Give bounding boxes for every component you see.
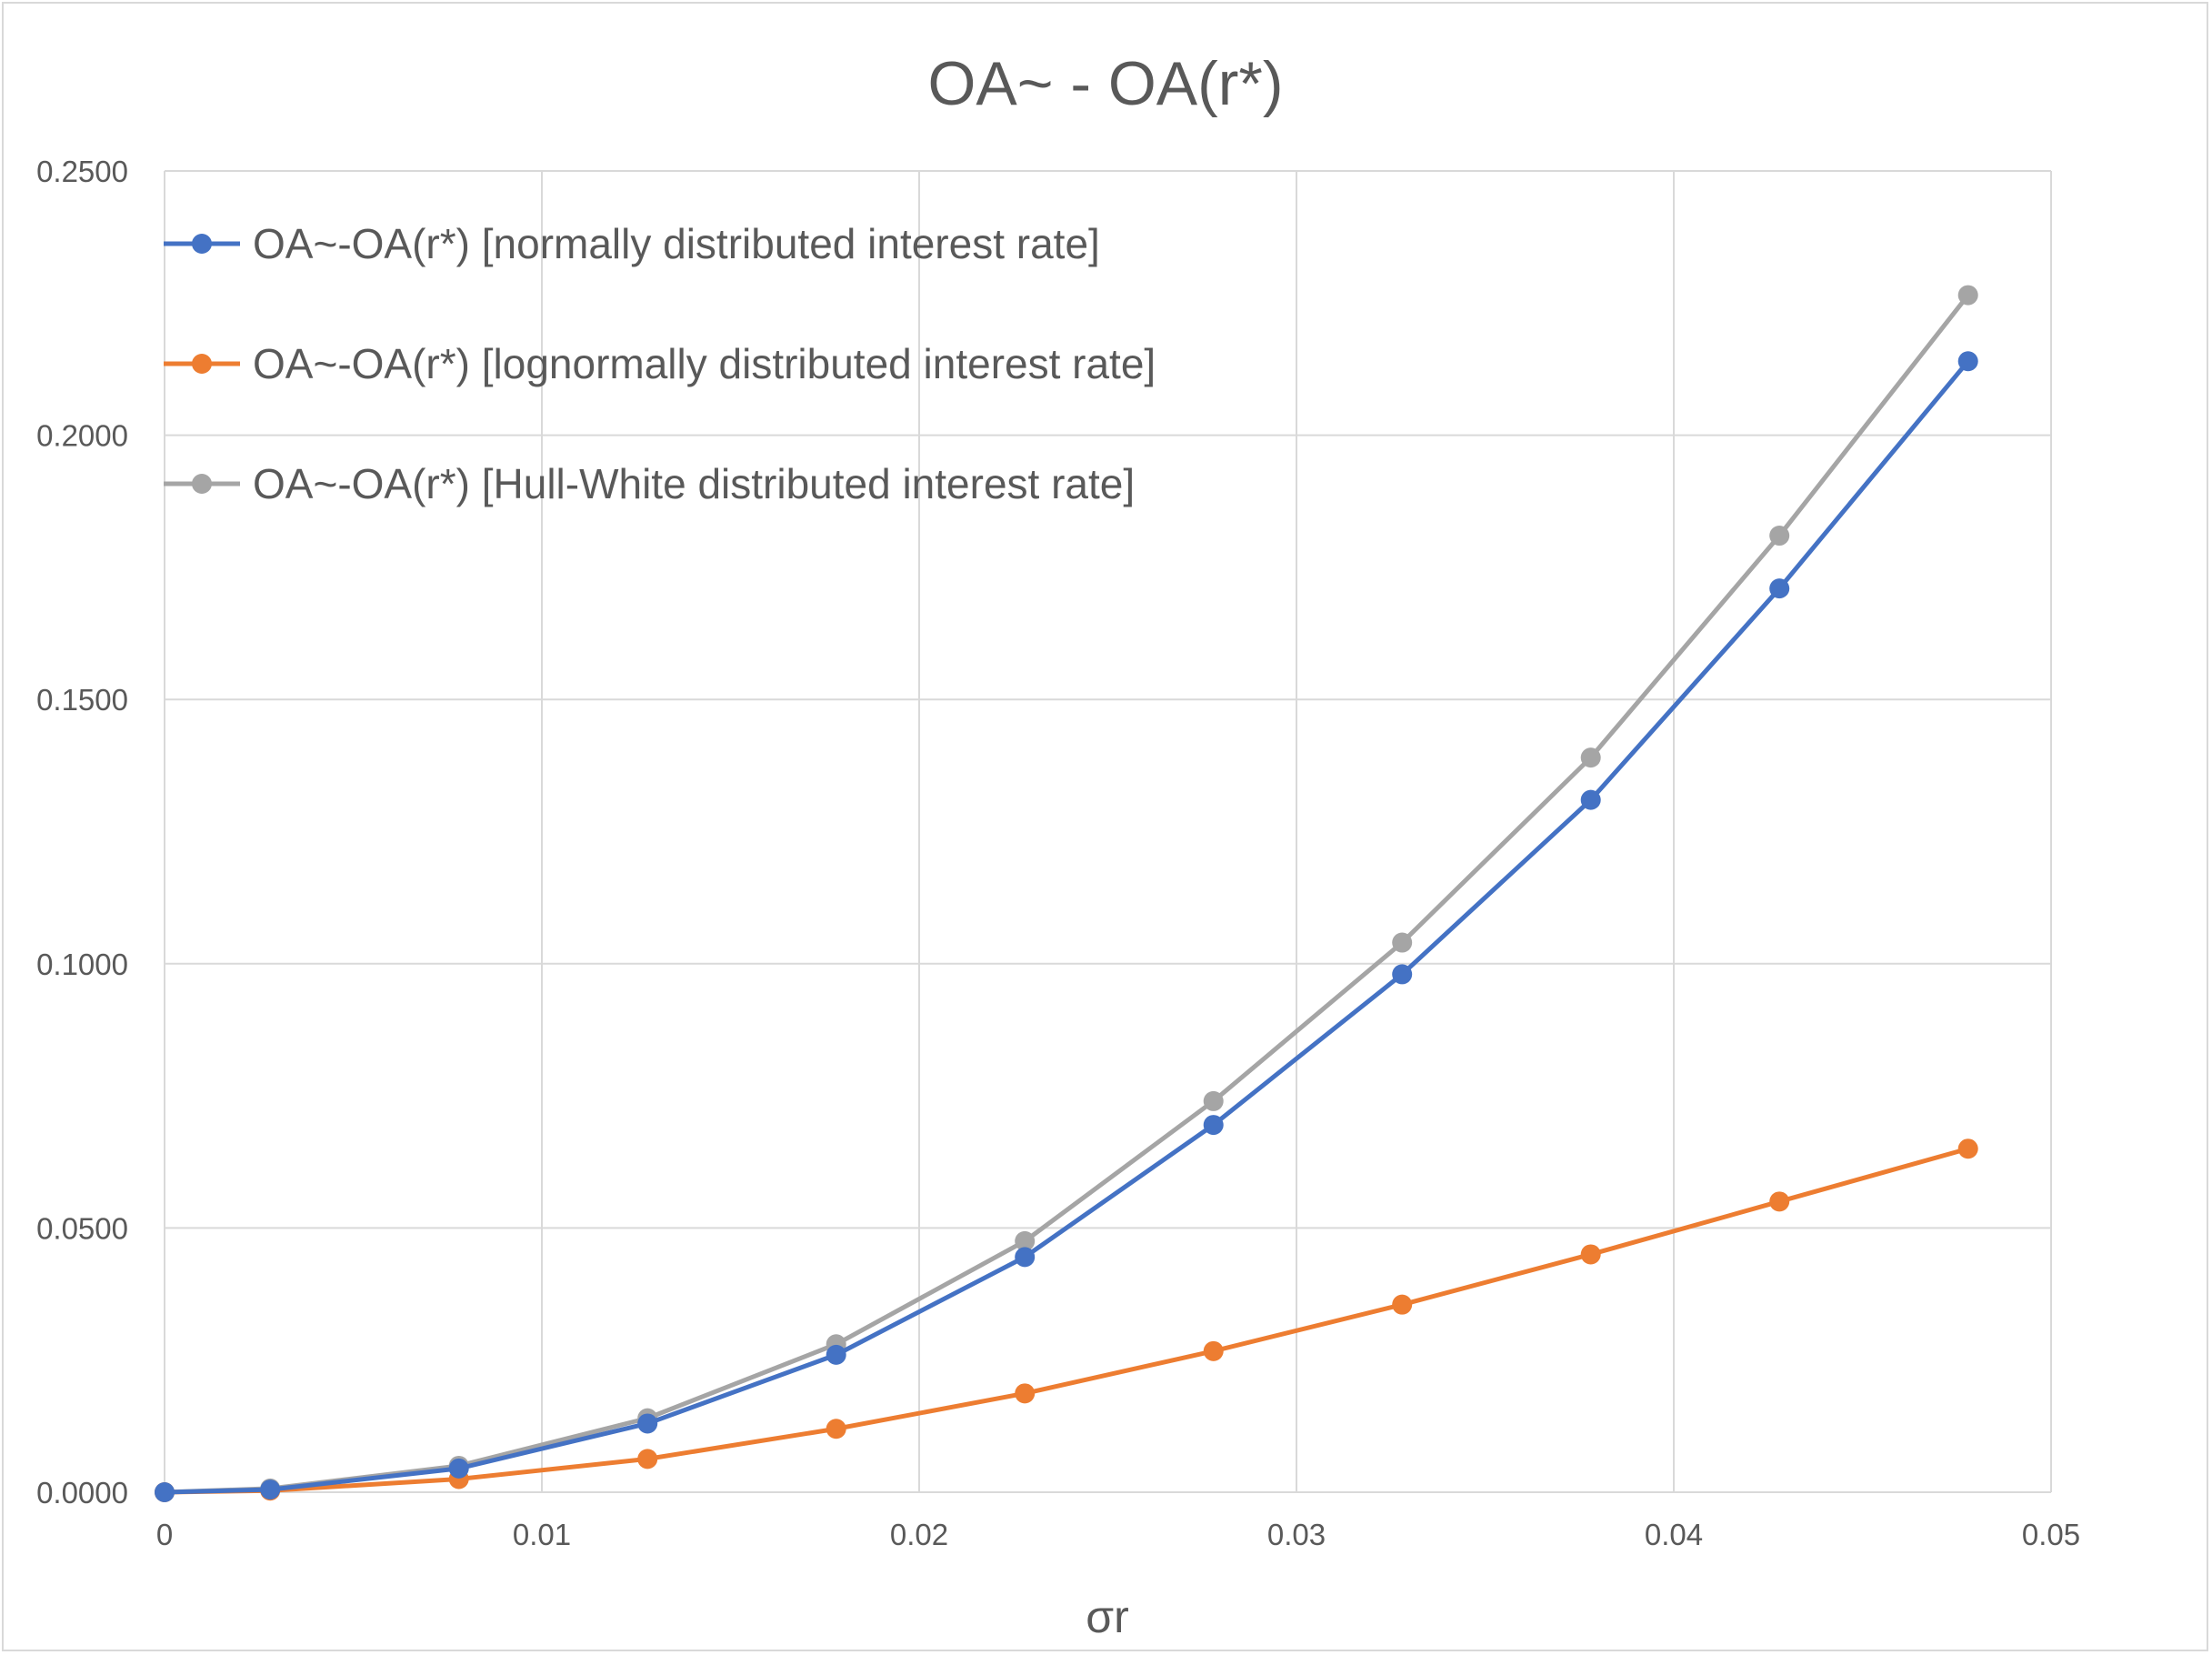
- legend-marker: [192, 234, 212, 254]
- data-point: [448, 1458, 469, 1479]
- chart-title: OA~ - OA(r*): [927, 49, 1283, 118]
- data-point: [1769, 1191, 1790, 1212]
- y-tick-label: 0.1000: [36, 948, 128, 981]
- x-axis-title: σr: [1086, 1591, 1129, 1642]
- data-point: [1580, 747, 1601, 768]
- legend-item: OA~-OA(r*) [Hull-White distributed inter…: [164, 460, 1135, 507]
- legend-label: OA~-OA(r*) [normally distributed interes…: [253, 220, 1100, 267]
- data-point: [260, 1479, 281, 1500]
- data-point: [1015, 1230, 1036, 1251]
- y-tick-label: 0.1500: [36, 683, 128, 717]
- data-point: [1392, 1294, 1413, 1315]
- x-tick-label: 0.05: [2022, 1518, 2080, 1551]
- x-tick-label: 0: [156, 1518, 173, 1551]
- data-point: [1392, 932, 1413, 953]
- data-point: [1957, 1138, 1978, 1159]
- y-axis-tick-labels: 0.0000 0.0500 0.1000 0.1500 0.2000 0.2500: [36, 155, 128, 1510]
- data-point: [1957, 285, 1978, 306]
- data-point: [1015, 1383, 1036, 1404]
- data-point: [1580, 1244, 1601, 1265]
- x-axis-tick-labels: 0 0.01 0.02 0.03 0.04 0.05: [156, 1518, 2080, 1551]
- gridlines: [164, 170, 2052, 1493]
- x-tick-label: 0.03: [1267, 1518, 1326, 1551]
- data-point: [826, 1419, 846, 1439]
- legend: OA~-OA(r*) [normally distributed interes…: [164, 220, 1156, 507]
- legend-item: OA~-OA(r*) [lognormally distributed inte…: [164, 340, 1156, 387]
- series-line: [162, 1146, 1971, 1495]
- data-point: [1203, 1115, 1224, 1136]
- y-tick-label: 0.0000: [36, 1476, 128, 1510]
- data-point: [1015, 1247, 1036, 1268]
- series-1: [155, 1138, 1978, 1502]
- data-point: [1203, 1090, 1224, 1111]
- data-point: [1580, 789, 1601, 810]
- series-line: [162, 358, 1971, 1495]
- series-lines: [155, 285, 1978, 1502]
- y-tick-label: 0.2000: [36, 419, 128, 453]
- legend-item: OA~-OA(r*) [normally distributed interes…: [164, 220, 1100, 267]
- data-point: [826, 1344, 846, 1365]
- legend-label: OA~-OA(r*) [Hull-White distributed inter…: [253, 460, 1135, 507]
- x-tick-label: 0.04: [1645, 1518, 1703, 1551]
- legend-label: OA~-OA(r*) [lognormally distributed inte…: [253, 340, 1156, 387]
- data-point: [637, 1449, 658, 1469]
- data-point: [1769, 578, 1790, 599]
- y-tick-label: 0.2500: [36, 155, 128, 188]
- legend-marker: [192, 354, 212, 374]
- x-tick-label: 0.01: [513, 1518, 571, 1551]
- data-point: [1769, 526, 1790, 547]
- x-tick-label: 0.02: [890, 1518, 948, 1551]
- data-point: [637, 1413, 658, 1434]
- data-point: [1203, 1340, 1224, 1361]
- series-0: [155, 351, 1978, 1502]
- y-tick-label: 0.0500: [36, 1211, 128, 1245]
- data-point: [1392, 964, 1413, 985]
- legend-marker: [192, 474, 212, 494]
- data-point: [1957, 351, 1978, 372]
- data-point: [155, 1482, 175, 1502]
